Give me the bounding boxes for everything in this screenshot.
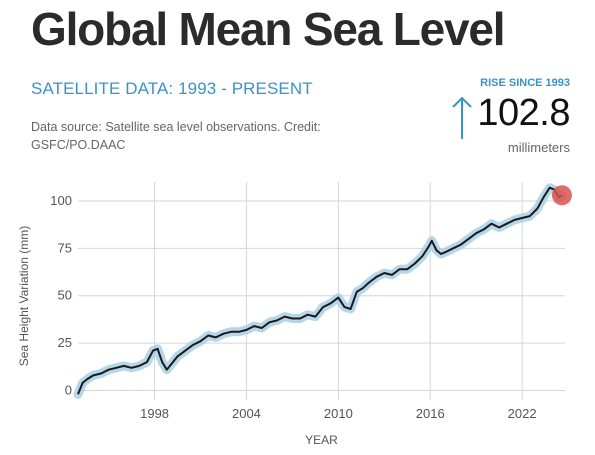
chart-grid (78, 182, 565, 400)
y-tick-label: 25 (58, 335, 72, 350)
y-tick-labels: 0 25 50 75 100 (50, 193, 72, 398)
x-tick-label: 2022 (508, 406, 537, 421)
series-line-group (77, 186, 563, 395)
up-arrow-icon (452, 96, 473, 139)
page-title: Global Mean Sea Level (31, 3, 506, 55)
latest-point-marker[interactable] (551, 185, 572, 206)
chart-subtitle: SATELLITE DATA: 1993 - PRESENT (31, 79, 313, 98)
x-axis-label: YEAR (305, 433, 338, 447)
series-line (77, 186, 563, 395)
x-tick-label: 2016 (416, 406, 445, 421)
x-tick-label: 1998 (140, 406, 169, 421)
rise-label: RISE SINCE 1993 (480, 77, 570, 89)
rise-unit: millimeters (507, 140, 570, 155)
y-tick-label: 50 (58, 288, 72, 303)
rise-readout: 102.8 (451, 89, 570, 141)
y-axis-label: Sea Height Variation (mm) (17, 226, 31, 367)
x-tick-labels: 1998 2004 2010 2016 2022 (140, 406, 536, 421)
uncertainty-band-group (73, 183, 567, 399)
rise-value: 102.8 (477, 92, 570, 134)
y-tick-label: 100 (50, 193, 72, 208)
y-tick-label: 75 (58, 240, 72, 255)
latest-point-group[interactable] (551, 185, 572, 206)
x-tick-label: 2010 (324, 406, 353, 421)
uncertainty-band (73, 183, 567, 399)
x-tick-label: 2004 (232, 406, 261, 421)
y-tick-label: 0 (65, 383, 72, 398)
data-source-note: Data source: Satellite sea level observa… (31, 120, 321, 152)
